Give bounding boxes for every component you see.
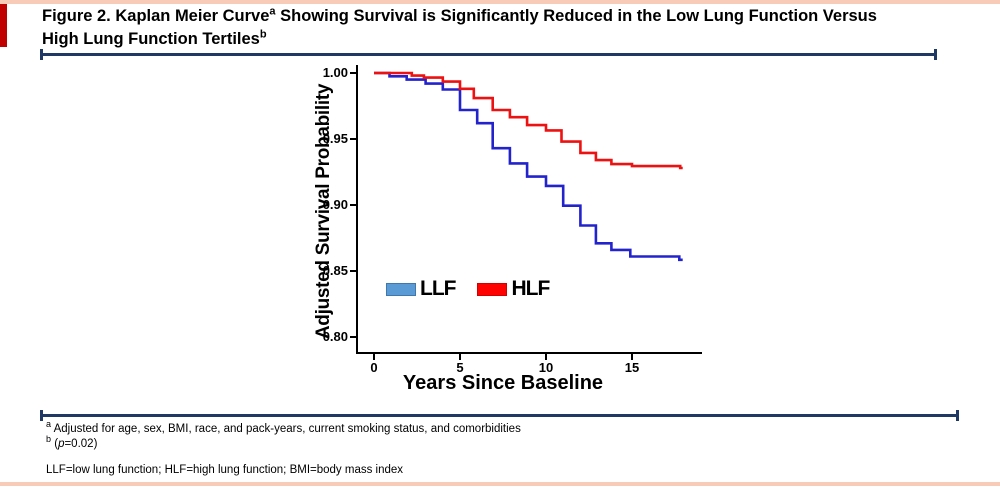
divider-right-cap: [956, 410, 959, 421]
x-tick-label: 5: [456, 360, 464, 375]
abbreviation-note: LLF=low lung function; HLF=high lung fun…: [46, 464, 404, 476]
x-axis-title: Years Since Baseline: [402, 372, 604, 394]
bottom-border-line: [0, 482, 1000, 486]
axis-lines: [356, 65, 702, 354]
kaplan-meier-chart: Adjusted Survival Probability Years Sinc…: [310, 62, 710, 397]
footnote-b: b (p=0.02): [46, 434, 97, 450]
y-tick-label: 1.00: [322, 65, 348, 80]
top-border-line: [0, 0, 1000, 4]
divider-left-cap: [40, 49, 43, 60]
y-tick-label: 0.80: [322, 329, 348, 344]
legend-item-hlf: HLF: [477, 277, 550, 301]
survival-curve-hlf: [374, 71, 683, 170]
y-tick-label: 0.90: [322, 197, 348, 212]
figure-title-superscript-a: a: [269, 5, 276, 18]
p-value-symbol: p: [58, 437, 65, 450]
kaplan-meier-svg: [350, 65, 702, 360]
y-tick-label: 0.85: [322, 263, 348, 278]
footnote-a-superscript: a: [46, 419, 52, 429]
legend: LLF HLF: [386, 277, 550, 301]
y-tick-label: 0.95: [322, 131, 348, 146]
legend-item-llf: LLF: [386, 277, 456, 301]
survival-curve-llf: [374, 71, 683, 262]
legend-swatch-llf: [386, 282, 416, 296]
footnote-a-text: Adjusted for age, sex, BMI, race, and pa…: [53, 422, 521, 435]
x-tick-label: 15: [624, 360, 640, 375]
footnote-b-superscript: b: [46, 434, 52, 444]
legend-swatch-hlf: [477, 282, 508, 296]
figure-title-text: Figure 2. Kaplan Meier Curve: [42, 7, 270, 25]
left-accent-bar: [0, 4, 7, 47]
x-tick-label: 10: [538, 360, 554, 375]
x-tick-label: 0: [370, 360, 378, 375]
title-divider-line: [40, 49, 937, 60]
figure-title-superscript-b: b: [259, 28, 267, 41]
legend-label-hlf: HLF: [511, 277, 550, 300]
footnote-b-text: (p=0.02): [54, 437, 98, 450]
legend-label-llf: LLF: [420, 277, 456, 300]
figure-title: Figure 2. Kaplan Meier Curvea Showing Su…: [42, 5, 902, 51]
divider-right-cap: [934, 49, 937, 60]
footnote-a: a Adjusted for age, sex, BMI, race, and …: [46, 419, 521, 435]
footnote-divider-line: [40, 410, 959, 421]
figure-title-text-2: Showing Survival is Significantly Reduce…: [42, 7, 877, 48]
divider-left-cap: [40, 410, 43, 421]
